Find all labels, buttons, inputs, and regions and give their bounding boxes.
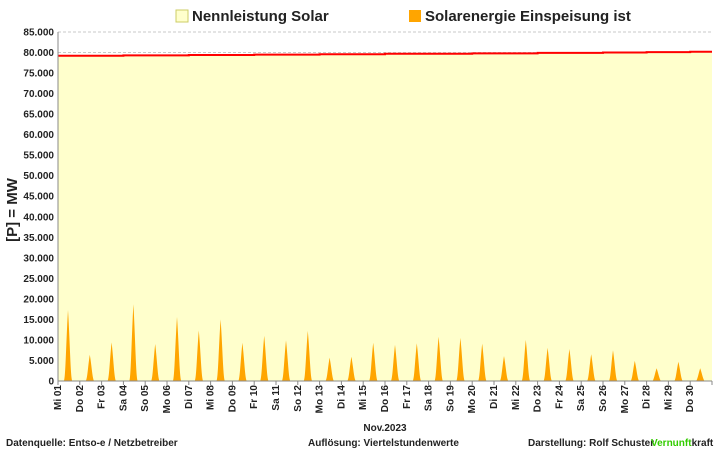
feed-in-peak [281, 340, 291, 381]
footer-brand-green: Vernunft [651, 438, 692, 449]
footer-resolution: Auflösung: Viertelstundenwerte [308, 438, 459, 449]
y-tick-label: 80.000 [23, 48, 54, 59]
x-tick-label: Fr 03 [97, 385, 108, 409]
axes [57, 32, 713, 385]
x-tick-labels: Mi 01 Do 02 Fr 03 Sa 04 So 05 Mo 06 Di 07 Mi 08… [53, 385, 696, 414]
legend-label-feed-in: Solarenergie Einspeisung ist [425, 8, 631, 25]
feed-in-peak [608, 350, 618, 381]
y-tick-label: 70.000 [23, 89, 54, 100]
x-axis-title: Nov.2023 [363, 423, 407, 434]
feed-in-peak [347, 356, 356, 381]
y-tick-label: 15.000 [23, 315, 54, 326]
x-tick-label: Mi 22 [511, 385, 522, 410]
feed-in-peak [216, 319, 225, 381]
x-tick-label: So 19 [445, 385, 456, 412]
x-tick-label: Mi 15 [358, 385, 369, 410]
x-tick-label: Mi 29 [663, 385, 674, 410]
x-tick-label: Sa 18 [424, 385, 435, 412]
x-tick-label: Fr 17 [402, 385, 413, 409]
feed-in-peak [194, 330, 204, 381]
y-tick-label: 10.000 [23, 335, 54, 346]
x-tick-label: Sa 11 [271, 385, 282, 411]
y-tick-label: 45.000 [23, 192, 54, 203]
x-tick-label: So 05 [140, 385, 151, 412]
capacity-line [58, 50, 712, 57]
feed-in-peak [172, 316, 182, 381]
y-tick-label: 5.000 [29, 356, 54, 367]
feed-in-peak [85, 354, 95, 381]
y-tick-labels: 0 5.000 10.000 15.000 20.000 25.000 30.000 35.0… [23, 28, 54, 388]
y-tick-label: 50.000 [23, 171, 54, 182]
y-tick-label: 40.000 [23, 212, 54, 223]
feed-in-peak [303, 330, 313, 381]
footer-source: Datenquelle: Entso-e / Netzbetreiber [6, 438, 178, 449]
x-tick-label: Fr 24 [554, 385, 565, 409]
legend-swatch-feed-in [409, 10, 421, 22]
x-tick-label: Di 28 [642, 385, 653, 409]
y-tick-label: 0 [48, 377, 54, 388]
capacity-series [58, 50, 712, 381]
footer-brand-black: kraft [692, 438, 714, 449]
feed-in-peak [63, 310, 73, 381]
y-tick-label: 25.000 [23, 274, 54, 285]
feed-in-peak [478, 343, 487, 381]
x-tick-label: Mi 01 [53, 385, 64, 410]
x-tick-label: Mo 06 [162, 385, 173, 414]
y-axis-title: [P] = MW [4, 177, 21, 242]
feed-in-peak [390, 344, 400, 381]
capacity-area [58, 51, 712, 381]
legend-swatch-capacity [175, 9, 189, 23]
feed-in-peak [369, 342, 378, 381]
x-tick-label: So 26 [598, 385, 609, 412]
x-tick-label: Mo 20 [467, 385, 478, 414]
feed-in-series [63, 304, 705, 381]
x-tick-label: Fr 10 [249, 385, 260, 409]
x-tick-label: Mi 08 [206, 385, 217, 410]
y-tick-label: 55.000 [23, 151, 54, 162]
feed-in-peak [565, 349, 574, 381]
x-tick-label: Sa 25 [576, 385, 587, 412]
x-tick-label: Do 09 [227, 385, 238, 413]
x-tick-label: Do 23 [533, 385, 544, 413]
x-tick-label: So 12 [293, 385, 304, 412]
feed-in-peak [499, 356, 509, 381]
feed-in-peak [238, 342, 247, 381]
feed-in-peak [456, 337, 465, 381]
x-tick-label: Do 30 [685, 385, 696, 413]
y-tick-label: 85.000 [23, 28, 54, 39]
feed-in-peak [652, 368, 661, 381]
feed-in-peak [129, 304, 138, 381]
x-tick-label: Di 07 [184, 385, 195, 409]
x-tick-label: Do 16 [380, 385, 391, 413]
y-tick-label: 30.000 [23, 253, 54, 264]
feed-in-peak [543, 347, 552, 381]
feed-in-peak [412, 343, 422, 381]
feed-in-peak [521, 339, 531, 381]
feed-in-peak [107, 342, 116, 381]
feed-in-peak [630, 360, 640, 381]
x-tick-label: Mo 13 [315, 385, 326, 414]
footer-author: Darstellung: Rolf Schuster [528, 438, 654, 449]
feed-in-peak [674, 361, 683, 381]
x-tick-label: Di 14 [336, 385, 347, 409]
y-tick-label: 65.000 [23, 110, 54, 121]
legend-label-capacity: Nennleistung Solar [192, 8, 329, 25]
feed-in-peak [260, 335, 269, 381]
feed-in-peak [696, 368, 705, 381]
feed-in-peak [587, 354, 596, 381]
x-tick-label: Do 02 [75, 385, 86, 413]
legend: Nennleistung Solar Solarenergie Einspeis… [175, 8, 631, 25]
x-tick-label: Mo 27 [620, 385, 631, 414]
y-tick-label: 20.000 [23, 294, 54, 305]
y-tick-label: 35.000 [23, 233, 54, 244]
x-tick-label: Di 21 [489, 385, 500, 409]
feed-in-peak [434, 336, 443, 381]
footer-brand: Vernunftkraft [651, 438, 714, 449]
y-tick-label: 75.000 [23, 69, 54, 80]
feed-in-peak [325, 357, 334, 381]
y-tick-label: 60.000 [23, 130, 54, 141]
feed-in-peak [151, 344, 160, 381]
x-tick-label: Sa 04 [118, 385, 129, 412]
